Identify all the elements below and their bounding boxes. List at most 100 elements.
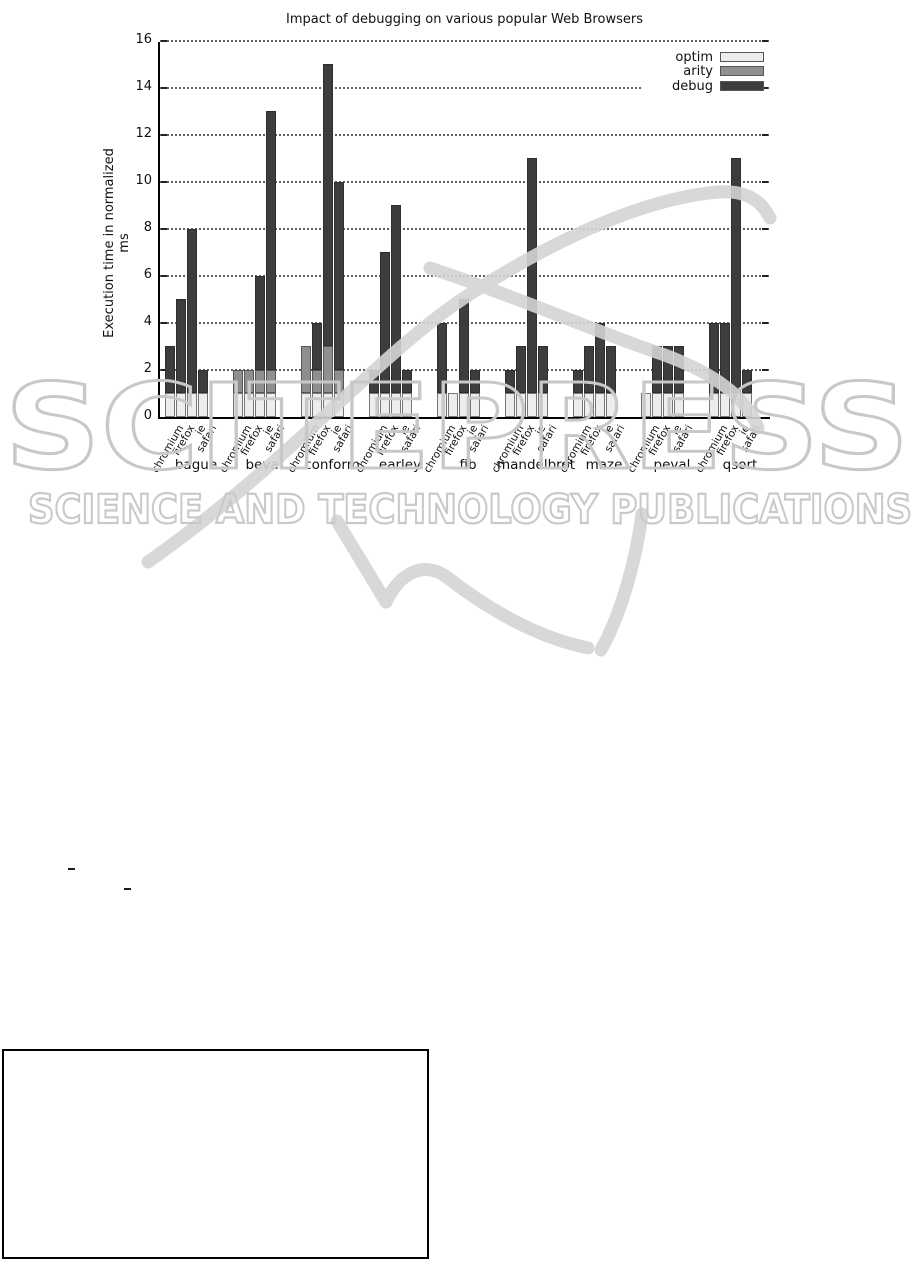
- bar-segment-maze-safari-debug: [606, 346, 616, 393]
- bar-segment-conform-chromium-optim: [301, 393, 311, 417]
- bar-segment-mandelbrot-ie-debug: [527, 158, 537, 393]
- bar-segment-conform-ie-debug: [323, 64, 333, 346]
- gridline-y16: [160, 40, 769, 42]
- gridline-y14: [160, 87, 769, 89]
- bar-segment-earley-chromium-debug: [369, 370, 379, 393]
- y-tick-left-14: [161, 87, 167, 89]
- y-tick-label-4: 4: [143, 314, 152, 329]
- bar-segment-qsort-safari-debug: [742, 370, 752, 393]
- legend-label-debug: debug: [672, 79, 713, 94]
- bar-segment-conform-safari-debug: [334, 182, 344, 370]
- bar-segment-maze-firefox-debug: [584, 346, 594, 393]
- bar-segment-conform-safari-arity: [334, 370, 344, 393]
- gridline-y6: [160, 275, 769, 277]
- bar-segment-maze-chromium-debug: [573, 370, 583, 393]
- legend-label-arity: arity: [683, 64, 713, 79]
- y-tick-right-12: [762, 134, 768, 136]
- chart-title: Impact of debugging on various popular W…: [286, 12, 643, 27]
- bar-segment-fib-ie-optim: [459, 393, 469, 417]
- bar-segment-mandelbrot-ie-optim: [527, 393, 537, 417]
- y-tick-label-10: 10: [135, 173, 152, 188]
- bar-segment-maze-chromium-optim: [573, 393, 583, 417]
- y-tick-left-4: [161, 322, 167, 324]
- bar-segment-fib-ie-debug: [459, 299, 469, 393]
- x-axis-line: [158, 417, 770, 419]
- bar-segment-qsort-firefox-debug: [720, 323, 730, 393]
- legend-swatch-optim: [720, 52, 764, 62]
- y-tick-right-6: [762, 275, 768, 277]
- bar-segment-conform-ie-arity: [323, 346, 333, 393]
- bar-segment-bague-firefox-debug: [176, 299, 186, 393]
- bar-segment-beval-ie-arity: [255, 370, 265, 393]
- bar-segment-mandelbrot-safari-debug: [538, 346, 548, 393]
- bar-segment-fib-firefox-optim: [448, 393, 458, 417]
- stray-mark-2: [124, 888, 131, 890]
- bar-segment-bague-firefox-optim: [176, 393, 186, 417]
- bar-segment-beval-ie-debug: [255, 276, 265, 370]
- bar-segment-qsort-chromium-debug: [709, 323, 719, 393]
- y-tick-label-2: 2: [143, 361, 152, 376]
- bar-segment-conform-safari-optim: [334, 393, 344, 417]
- y-tick-left-12: [161, 134, 167, 136]
- bar-segment-fib-safari-optim: [470, 393, 480, 417]
- bar-segment-beval-chromium-arity: [233, 370, 243, 393]
- y-tick-left-6: [161, 275, 167, 277]
- bar-segment-bague-safari-optim: [198, 393, 208, 417]
- bar-segment-beval-safari-optim: [266, 393, 276, 417]
- y-tick-right-16: [762, 40, 768, 42]
- y-tick-right-8: [762, 228, 768, 230]
- bar-segment-maze-firefox-optim: [584, 393, 594, 417]
- y-tick-label-12: 12: [135, 126, 152, 141]
- bar-segment-bague-ie-debug: [187, 229, 197, 393]
- bar-segment-qsort-firefox-optim: [720, 393, 730, 417]
- bar-segment-fib-safari-debug: [470, 370, 480, 393]
- bar-segment-beval-safari-debug: [266, 111, 276, 370]
- bar-segment-beval-ie-optim: [255, 393, 265, 417]
- bar-segment-mandelbrot-firefox-debug: [516, 346, 526, 393]
- bar-segment-fib-chromium-debug: [437, 323, 447, 393]
- y-tick-right-2: [762, 369, 768, 371]
- bar-segment-beval-chromium-optim: [233, 393, 243, 417]
- legend-label-optim: optim: [675, 50, 713, 65]
- bar-segment-conform-firefox-arity: [312, 370, 322, 393]
- gridline-y8: [160, 228, 769, 230]
- y-tick-left-10: [161, 181, 167, 183]
- bar-segment-beval-firefox-arity: [244, 370, 254, 393]
- bar-segment-bague-chromium-optim: [165, 393, 175, 417]
- gridline-y10: [160, 181, 769, 183]
- watermark-swoosh: [141, 185, 777, 657]
- bar-segment-peval-safari-optim: [674, 393, 684, 417]
- legend-swatch-arity: [720, 66, 764, 76]
- gridline-y12: [160, 134, 769, 136]
- empty-figure-box: [2, 1049, 429, 1259]
- bar-segment-beval-firefox-optim: [244, 393, 254, 417]
- y-tick-label-16: 16: [135, 32, 152, 47]
- bar-segment-peval-safari-debug: [674, 346, 684, 393]
- bar-segment-bague-safari-debug: [198, 370, 208, 393]
- bar-segment-beval-safari-arity: [266, 370, 276, 393]
- y-tick-right-10: [762, 181, 768, 183]
- bar-segment-peval-firefox-debug: [652, 346, 662, 393]
- y-tick-label-0: 0: [143, 408, 152, 423]
- bar-segment-conform-chromium-arity: [301, 346, 311, 393]
- bar-segment-mandelbrot-safari-optim: [538, 393, 548, 417]
- y-tick-left-8: [161, 228, 167, 230]
- y-tick-right-14: [762, 87, 768, 89]
- bar-segment-qsort-safari-optim: [742, 393, 752, 417]
- bar-segment-earley-safari-debug: [402, 370, 412, 393]
- bar-segment-peval-chromium-optim: [641, 393, 651, 417]
- y-tick-label-14: 14: [135, 79, 152, 94]
- group-label-qsort: qsort: [722, 457, 758, 473]
- y-tick-left-16: [161, 40, 167, 42]
- bar-segment-earley-firefox-optim: [380, 393, 390, 417]
- bar-segment-conform-firefox-optim: [312, 393, 322, 417]
- bar-segment-maze-safari-optim: [606, 393, 616, 417]
- bar-segment-earley-firefox-debug: [380, 252, 390, 393]
- bar-segment-peval-ie-debug: [663, 346, 673, 393]
- y-tick-right-4: [762, 322, 768, 324]
- bar-segment-earley-safari-optim: [402, 393, 412, 417]
- bar-segment-peval-ie-optim: [663, 393, 673, 417]
- y-axis-line: [158, 42, 160, 419]
- y-tick-label-6: 6: [143, 267, 152, 282]
